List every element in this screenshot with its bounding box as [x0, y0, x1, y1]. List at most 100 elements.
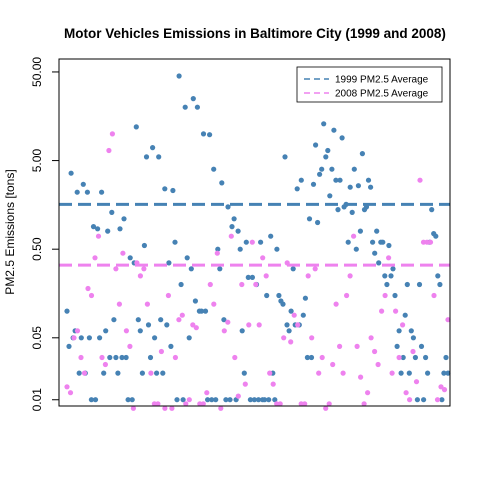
point-1999	[221, 317, 227, 323]
point-2008	[427, 239, 434, 245]
point-2008	[316, 370, 322, 376]
point-2008	[92, 255, 98, 261]
point-1999	[80, 181, 86, 187]
point-1999	[443, 354, 449, 361]
point-1999	[321, 121, 327, 127]
point-1999	[101, 370, 107, 376]
point-2008	[326, 401, 332, 407]
point-2008	[190, 322, 196, 328]
point-2008	[155, 401, 161, 407]
point-1999	[121, 216, 127, 222]
point-2008	[176, 317, 182, 323]
point-2008	[396, 354, 402, 361]
point-1999	[119, 354, 125, 361]
point-1999	[288, 308, 294, 314]
point-1999	[180, 397, 186, 403]
point-2008	[368, 335, 374, 341]
point-1999	[115, 370, 121, 376]
y-tick-label: 50.00	[30, 57, 44, 87]
point-1999	[135, 317, 141, 323]
y-tick-label: 0.01	[30, 388, 44, 412]
point-2008	[123, 328, 129, 334]
point-2008	[291, 312, 297, 318]
point-1999	[298, 177, 304, 183]
point-1999	[262, 397, 268, 403]
point-1999	[412, 354, 418, 361]
point-1999	[294, 186, 300, 192]
points-layer	[64, 73, 451, 411]
point-2008	[372, 348, 378, 355]
point-1999	[304, 354, 310, 361]
point-1999	[143, 154, 150, 160]
point-1999	[421, 397, 427, 403]
point-1999	[441, 370, 447, 376]
point-1999	[137, 328, 143, 334]
point-1999	[264, 292, 270, 299]
point-1999	[394, 343, 400, 349]
point-1999	[178, 281, 184, 288]
point-1999	[439, 397, 445, 403]
point-1999	[168, 343, 174, 349]
point-1999	[280, 301, 286, 307]
point-1999	[198, 308, 205, 314]
point-1999	[74, 189, 80, 195]
point-1999	[345, 239, 351, 245]
point-1999	[368, 184, 374, 190]
point-2008	[438, 384, 444, 390]
point-2008	[361, 401, 367, 407]
point-1999	[400, 354, 406, 361]
point-2008	[141, 266, 147, 272]
point-2008	[207, 281, 213, 288]
point-2008	[228, 233, 234, 239]
point-2008	[330, 361, 336, 368]
point-1999	[286, 328, 292, 334]
point-1999	[68, 170, 74, 176]
point-1999	[105, 228, 111, 234]
point-2008	[144, 301, 150, 307]
point-2008	[71, 335, 77, 341]
y-tick-label: 5.00	[30, 149, 44, 173]
point-1999	[235, 228, 241, 234]
point-1999	[172, 239, 178, 245]
point-1999	[139, 370, 145, 376]
point-1999	[355, 183, 361, 189]
point-2008	[218, 405, 224, 411]
y-axis-label: PM2.5 Emissions [tons]	[3, 169, 17, 294]
point-1999	[211, 166, 217, 172]
point-1999	[359, 151, 365, 157]
point-1999	[200, 131, 207, 137]
point-1999	[251, 397, 257, 403]
point-1999	[184, 255, 190, 261]
point-2008	[288, 339, 294, 345]
point-1999	[402, 312, 408, 318]
point-1999	[113, 354, 119, 361]
point-2008	[375, 361, 381, 368]
point-2008	[253, 281, 259, 288]
point-2008	[323, 405, 329, 411]
point-2008	[302, 401, 308, 407]
point-1999	[380, 239, 386, 245]
point-1999	[331, 127, 337, 133]
point-2008	[417, 177, 423, 183]
average-lines	[59, 202, 450, 267]
point-2008	[333, 301, 339, 307]
point-1999	[245, 274, 251, 280]
point-1999	[141, 242, 147, 249]
legend-label-2008: 2008 PM2.5 Average	[335, 89, 429, 100]
point-1999	[162, 186, 168, 192]
point-2008	[204, 390, 210, 396]
point-2008	[64, 384, 70, 390]
point-1999	[315, 219, 321, 226]
point-1999	[223, 397, 229, 403]
point-1999	[423, 354, 429, 361]
point-2008	[249, 239, 255, 245]
point-1999	[123, 354, 129, 361]
point-1999	[408, 328, 414, 334]
point-2008	[162, 405, 168, 411]
point-2008	[389, 370, 395, 376]
point-1999	[231, 216, 237, 222]
point-1999	[145, 322, 152, 328]
point-1999	[404, 281, 410, 288]
point-2008	[256, 322, 262, 328]
point-1999	[386, 242, 392, 249]
